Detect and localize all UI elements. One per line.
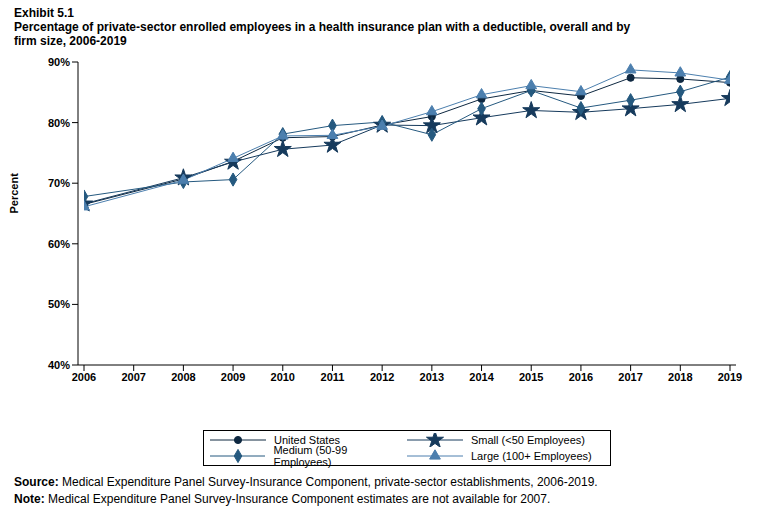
svg-text:80%: 80%: [48, 117, 70, 129]
svg-text:40%: 40%: [48, 359, 70, 371]
html-text:Small (<50 Employees): Small (<50 Employees): [471, 434, 585, 446]
svg-text:2017: 2017: [618, 371, 642, 383]
svg-text:2019: 2019: [718, 371, 742, 383]
html-text:Percentage of private-sector e: Percentage of private-sector enrolled em…: [14, 20, 631, 48]
html-text:Large (100+ Employees): Large (100+ Employees): [471, 450, 592, 462]
svg-text:2012: 2012: [370, 371, 394, 383]
html-text:United States: United States: [274, 434, 340, 446]
html-text:Medium (50-99 Employees): Medium (50-99 Employees): [273, 444, 348, 468]
svg-text:Percent: Percent: [8, 173, 20, 214]
svg-text:2006: 2006: [72, 371, 96, 383]
html-text:Source: Medical Expenditure Pa: Source: Medical Expenditure Panel Survey…: [14, 475, 598, 489]
svg-text:90%: 90%: [48, 56, 70, 68]
html-text:Note: Medical Expenditure Pane: Note: Medical Expenditure Panel Survey-I…: [14, 492, 551, 506]
svg-text:2010: 2010: [271, 371, 295, 383]
svg-text:2016: 2016: [569, 371, 593, 383]
svg-text:2007: 2007: [121, 371, 145, 383]
svg-text:2018: 2018: [668, 371, 692, 383]
svg-text:2009: 2009: [221, 371, 245, 383]
svg-text:60%: 60%: [48, 238, 70, 250]
svg-text:2014: 2014: [469, 371, 494, 383]
svg-text:50%: 50%: [48, 298, 70, 310]
svg-text:2008: 2008: [171, 371, 195, 383]
html-text:Exhibit 5.1: Exhibit 5.1: [14, 6, 74, 20]
svg-text:2011: 2011: [321, 371, 345, 383]
svg-text:2013: 2013: [420, 371, 444, 383]
svg-text:2015: 2015: [519, 371, 543, 383]
svg-text:70%: 70%: [48, 177, 70, 189]
